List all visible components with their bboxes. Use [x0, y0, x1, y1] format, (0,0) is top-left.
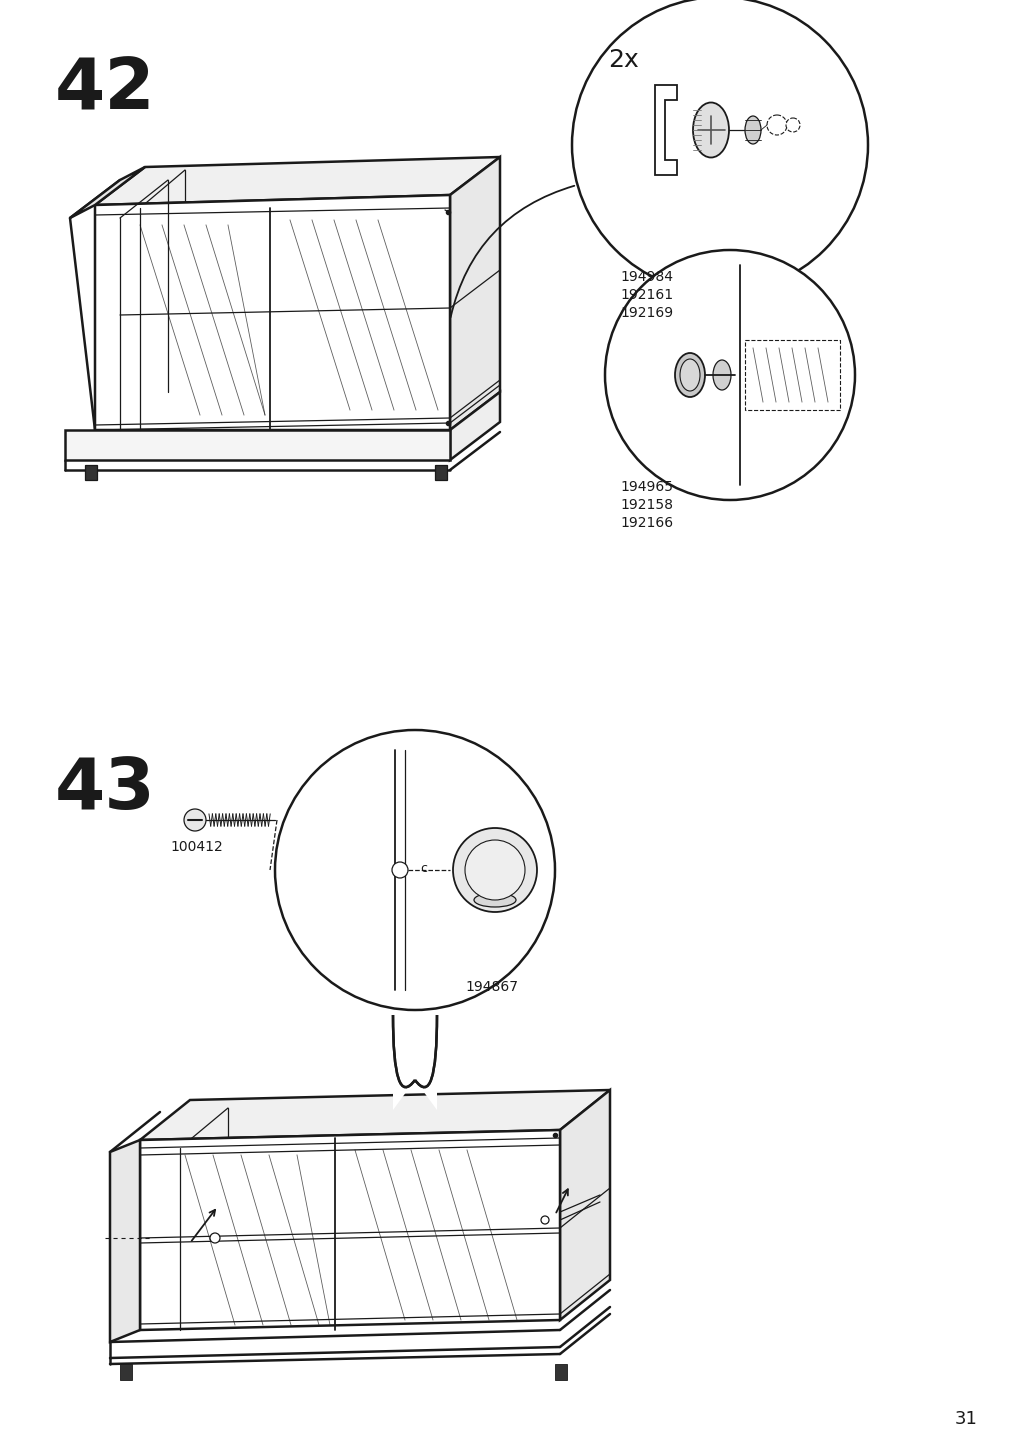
Circle shape [541, 1216, 548, 1224]
Text: 42: 42 [55, 54, 156, 125]
Circle shape [391, 862, 407, 878]
Text: 31: 31 [954, 1411, 977, 1428]
Ellipse shape [713, 359, 730, 390]
Polygon shape [85, 465, 97, 480]
Text: 192161: 192161 [620, 288, 672, 302]
Polygon shape [110, 1140, 140, 1342]
Text: 43: 43 [55, 755, 156, 823]
Polygon shape [120, 1365, 131, 1380]
Text: c: c [420, 862, 427, 875]
Polygon shape [140, 1090, 610, 1140]
Ellipse shape [679, 359, 700, 391]
Circle shape [766, 115, 787, 135]
Polygon shape [435, 465, 447, 480]
Circle shape [453, 828, 537, 912]
Polygon shape [95, 195, 450, 430]
Polygon shape [65, 430, 450, 460]
Ellipse shape [693, 103, 728, 158]
Polygon shape [70, 168, 145, 218]
Circle shape [605, 251, 854, 500]
Ellipse shape [674, 354, 705, 397]
Circle shape [275, 730, 554, 1010]
Polygon shape [450, 392, 499, 460]
Polygon shape [450, 158, 499, 430]
Ellipse shape [463, 858, 476, 882]
Polygon shape [392, 1015, 437, 1110]
Ellipse shape [184, 809, 206, 831]
Text: 194984: 194984 [620, 271, 672, 284]
Polygon shape [559, 1090, 610, 1320]
Text: 2x: 2x [608, 49, 638, 72]
Text: 194867: 194867 [464, 979, 518, 994]
Text: 192169: 192169 [620, 306, 672, 319]
Circle shape [210, 1233, 219, 1243]
Text: 100412: 100412 [170, 841, 222, 853]
Text: 192166: 192166 [620, 516, 672, 530]
Text: 192158: 192158 [620, 498, 672, 513]
Polygon shape [654, 84, 676, 175]
Bar [744, 339, 839, 410]
Polygon shape [554, 1365, 566, 1380]
Circle shape [571, 0, 867, 294]
Ellipse shape [744, 116, 760, 145]
Circle shape [786, 117, 800, 132]
Ellipse shape [473, 894, 516, 906]
Text: 2x: 2x [342, 762, 372, 786]
Polygon shape [140, 1130, 559, 1330]
Polygon shape [95, 158, 499, 205]
Circle shape [464, 841, 525, 899]
Text: 194965: 194965 [620, 480, 672, 494]
